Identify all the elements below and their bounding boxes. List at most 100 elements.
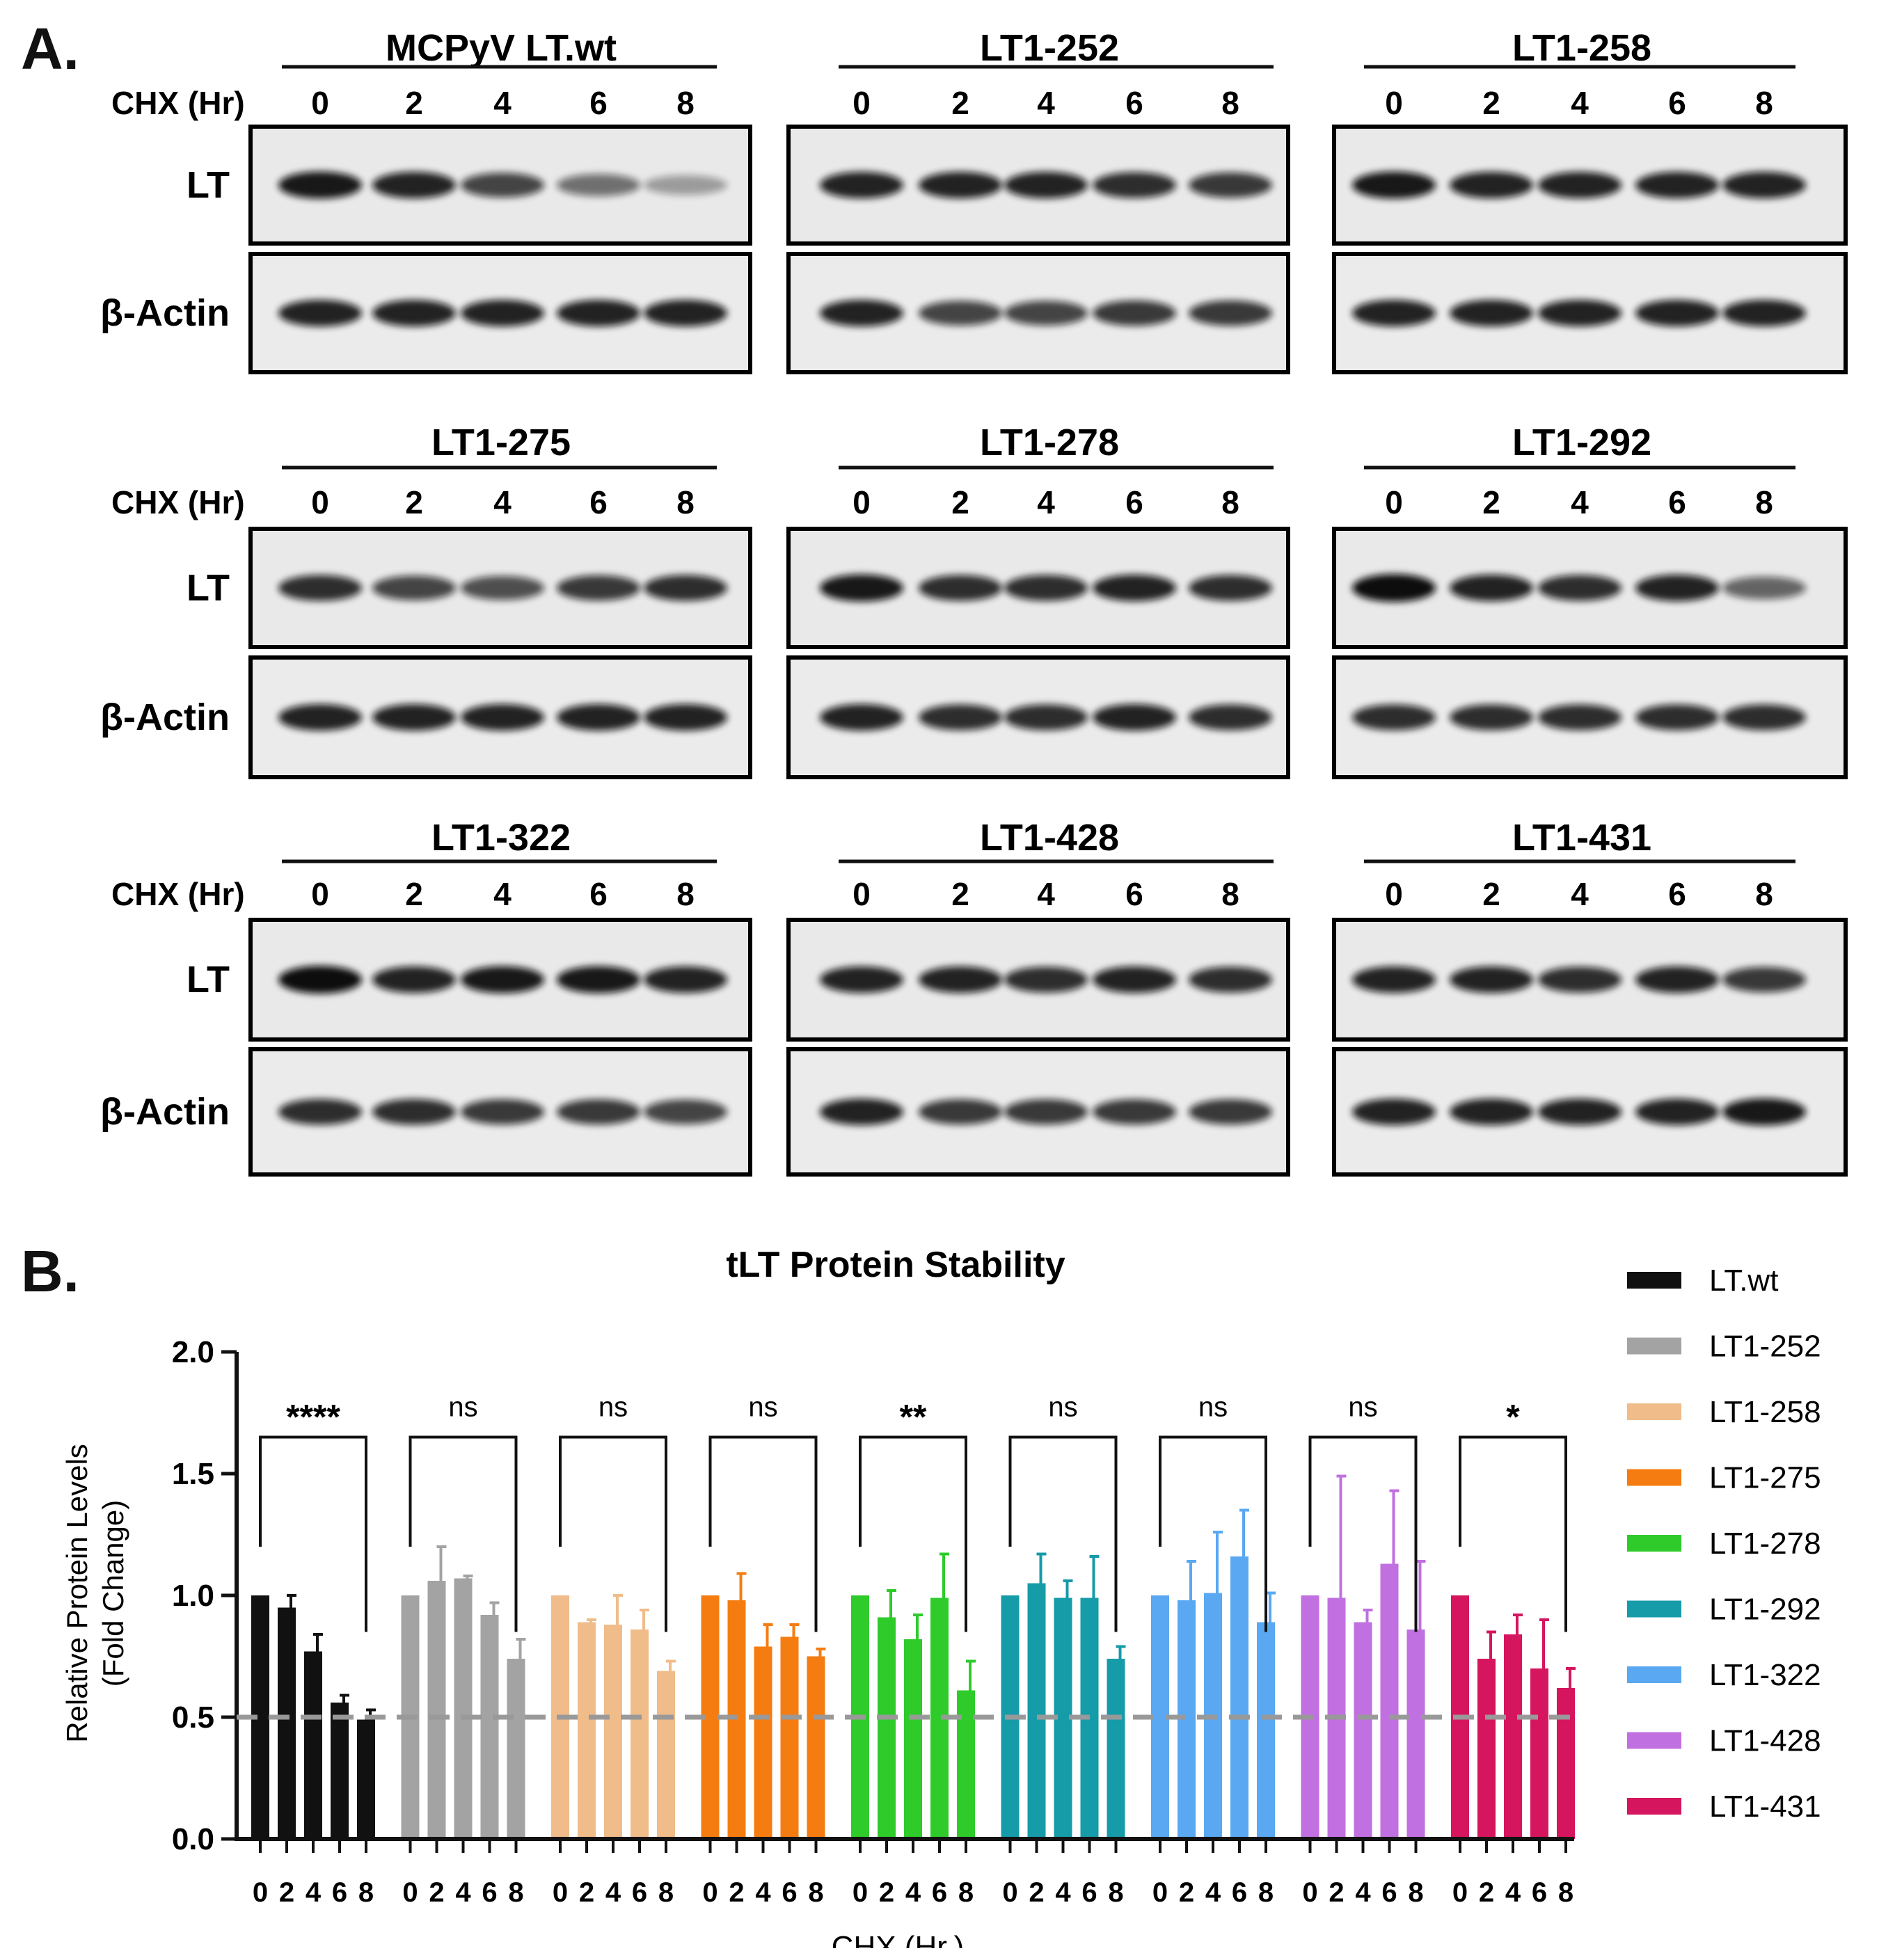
timepoint-label: 4 [493,484,512,520]
timepoint-label: 8 [1755,876,1773,912]
actin-blot-band [557,703,640,731]
lt-blot-band [919,575,1002,601]
x-tick-label: 0 [402,1877,418,1908]
x-tick-label: 6 [332,1877,347,1908]
bar [1477,1659,1496,1839]
lt-blot-band [461,575,544,600]
x-tick-label: 0 [553,1877,568,1908]
actin-blot-band [1189,704,1272,731]
bar [1504,1634,1522,1839]
significance-label: ns [1348,1392,1377,1423]
x-tick-label: 0 [1302,1877,1317,1908]
bar [604,1625,622,1839]
lt-blot-band [1352,966,1436,994]
chart-title: tLT Protein Stability [726,1245,1065,1285]
lt-blot-band [1538,966,1622,993]
timepoint-label: 2 [1482,85,1500,121]
x-tick-label: 2 [879,1877,894,1908]
x-tick-label: 8 [808,1877,823,1908]
stability-bar-chart: tLT Protein Stability Relative Protein Le… [61,1245,1821,1948]
blot-title: LT1-292 [1512,422,1651,463]
timepoint-label: 6 [1125,85,1143,121]
timepoint-label: 8 [1221,85,1239,121]
legend-label: LT.wt [1709,1264,1778,1298]
significance-bracket [859,1435,967,1632]
timepoint-label: 6 [1125,484,1143,520]
bar [1354,1622,1372,1839]
lt-row-label: LT [187,567,230,609]
x-tick-label: 4 [755,1877,771,1908]
actin-blot-band [1635,704,1719,731]
lt-blot-band [1189,575,1272,601]
lt-row-label: LT [187,959,230,1001]
actin-blot-band [1352,299,1436,327]
blot-title: LT1-431 [1512,817,1651,859]
lt-blot-band [644,175,727,196]
x-tick-label: 6 [932,1877,947,1908]
timepoint-label: 6 [1125,876,1143,912]
lt-blot-band [1352,171,1436,199]
bar [631,1630,649,1839]
lt-blot-band [919,966,1002,994]
bar [754,1646,772,1839]
bar [1257,1622,1275,1839]
significance-label: ns [1198,1392,1228,1423]
actin-blot-band [919,1099,1002,1125]
lt-blot-band [278,966,362,994]
lt-row-label: LT [187,164,230,206]
actin-blot-band [1189,1099,1272,1125]
actin-blot-band [372,1099,456,1125]
lt-blot-band [644,966,727,994]
actin-blot-band [919,301,1002,326]
lt-blot-band [1635,966,1719,994]
lt-blot-band [372,575,456,600]
actin-blot-band [372,703,456,731]
significance-bracket [1159,1435,1267,1632]
actin-blot-band [644,703,727,731]
bar [427,1581,446,1839]
actin-blot-band [461,1099,544,1125]
timepoint-label: 6 [1668,876,1686,912]
legend-label: LT1-428 [1709,1724,1821,1758]
blot-title: LT1-428 [980,817,1119,859]
timepoint-label: 4 [493,876,512,912]
legend-swatch [1627,1732,1681,1749]
bar [1380,1563,1399,1839]
x-tick-label: 6 [1381,1877,1397,1908]
timepoint-label: 0 [853,85,871,121]
lt-blot-band [1093,172,1176,198]
x-tick-label: 6 [482,1877,497,1908]
x-tick-label: 0 [1152,1877,1168,1908]
timepoint-label: 4 [1037,484,1055,520]
y-tick-label: 1.0 [172,1579,214,1613]
timepoint-label: 2 [405,484,423,520]
blot-title: LT1-258 [1512,27,1651,69]
timepoint-label: 2 [1482,484,1500,520]
lt-blot-band [557,174,640,196]
timepoint-label: 8 [1221,484,1239,520]
lt-blot-band [278,171,362,199]
actin-blot-band [820,1098,903,1126]
actin-row-label: β-Actin [100,1091,230,1133]
x-tick-label: 6 [1532,1877,1547,1908]
actin-blot-band [1004,704,1088,731]
blot-title: MCPyV LT.wt [386,27,617,69]
actin-blot-band [1189,300,1272,326]
bar [780,1636,799,1839]
lt-blot-band [1538,575,1622,601]
significance-label: ns [1048,1392,1077,1423]
legend-label: LT1-292 [1709,1593,1821,1627]
y-tick-label: 0.5 [172,1700,214,1735]
significance-bracket [1308,1435,1418,1632]
x-tick-label: 6 [632,1877,647,1908]
lt-blot-band [820,574,903,602]
actin-blot-band [919,704,1002,731]
timepoint-label: 2 [951,876,969,912]
timepoint-label: 8 [1755,484,1773,520]
lt-blot-band [1635,171,1719,199]
timepoint-label: 6 [589,484,608,520]
x-tick-label: 4 [1355,1877,1371,1908]
bar [904,1639,922,1839]
actin-blot-band [820,299,903,327]
timepoint-label: 0 [311,484,329,520]
